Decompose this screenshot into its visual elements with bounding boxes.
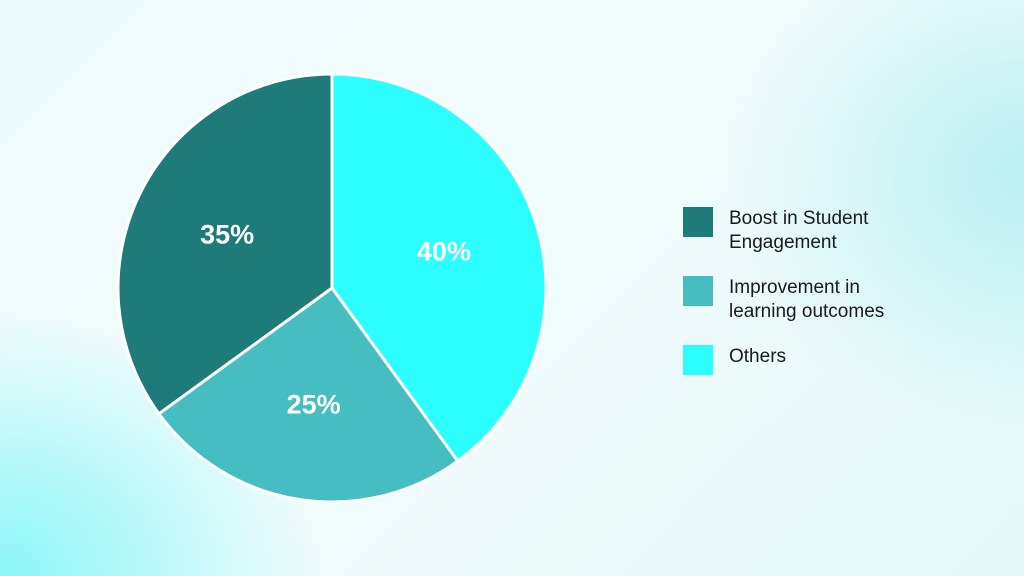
legend-label: Improvement in learning outcomes bbox=[729, 277, 885, 322]
legend-item-boost-engagement: Boost in Student Engagement bbox=[683, 207, 943, 255]
data-label: 25% bbox=[287, 389, 341, 419]
legend-item-others: Others bbox=[683, 345, 943, 375]
data-label: 40% bbox=[417, 237, 471, 267]
legend-label: Others bbox=[729, 346, 787, 367]
legend-swatch bbox=[683, 207, 713, 237]
legend-swatch bbox=[683, 276, 713, 306]
legend-label: Boost in Student Engagement bbox=[729, 208, 869, 253]
pie-slice-boost-in-student-engagement bbox=[116, 72, 334, 416]
data-label: 35% bbox=[200, 220, 254, 250]
pie-slice-improvement-in-learning-outcomes bbox=[157, 286, 460, 504]
legend-item-learning-outcomes: Improvement in learning outcomes bbox=[683, 276, 943, 324]
pie-slice-others bbox=[330, 72, 548, 463]
legend-swatch bbox=[683, 345, 713, 375]
